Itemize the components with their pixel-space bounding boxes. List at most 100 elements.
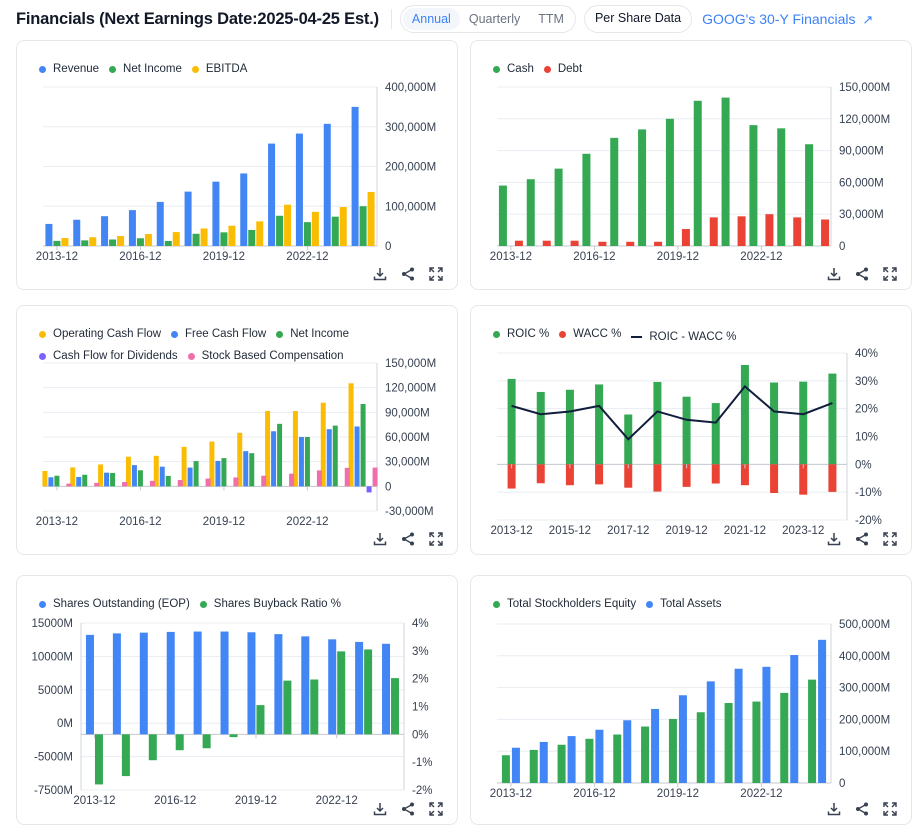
bar-total-assets-2023-12[interactable] <box>790 655 799 783</box>
bar-operating-cash-flow-2022-12[interactable] <box>292 411 298 487</box>
legend-item-free-cash-flow[interactable]: Free Cash Flow <box>171 324 266 345</box>
bar-wacc-2020-12[interactable] <box>711 464 720 484</box>
bar-net-income-2017-12[interactable] <box>165 475 171 487</box>
bar-revenue-2021-12[interactable] <box>268 143 276 246</box>
bar-debt-2014-12[interactable] <box>542 240 551 246</box>
bar-net-income-2020-12[interactable] <box>248 229 256 246</box>
bar-net-income-2024-12[interactable] <box>360 404 366 487</box>
bar-shares-outstanding-eop-2024-12[interactable] <box>382 643 391 735</box>
bar-wacc-2019-12[interactable] <box>682 464 691 487</box>
bar-shares-outstanding-eop-2019-12[interactable] <box>247 632 256 735</box>
share-icon[interactable] <box>401 802 415 816</box>
bar-operating-cash-flow-2021-12[interactable] <box>265 410 271 487</box>
bar-free-cash-flow-2021-12[interactable] <box>271 431 277 487</box>
bar-total-stockholders-equity-2015-12[interactable] <box>557 744 566 783</box>
bar-total-assets-2020-12[interactable] <box>706 681 715 783</box>
bar-free-cash-flow-2019-12[interactable] <box>215 460 221 487</box>
bar-operating-cash-flow-2024-12[interactable] <box>348 383 354 487</box>
bar-debt-2021-12[interactable] <box>737 216 746 246</box>
bar-roic-2013-12[interactable] <box>507 378 516 465</box>
bar-net-income-2021-12[interactable] <box>277 423 283 487</box>
bar-net-income-2019-12[interactable] <box>221 458 227 487</box>
bar-roic-2016-12[interactable] <box>595 384 604 465</box>
bar-wacc-2013-12[interactable] <box>507 464 516 489</box>
bar-ebitda-2014-12[interactable] <box>89 237 97 246</box>
bar-shares-buyback-ratio-2020-12[interactable] <box>283 680 292 735</box>
bar-total-assets-2016-12[interactable] <box>595 729 604 783</box>
bar-free-cash-flow-2015-12[interactable] <box>104 472 110 487</box>
bar-net-income-2016-12[interactable] <box>137 470 143 487</box>
bar-roic-2014-12[interactable] <box>536 391 545 465</box>
bar-net-income-2022-12[interactable] <box>304 437 310 487</box>
legend-item-cash[interactable]: Cash <box>493 59 534 80</box>
bar-revenue-2023-12[interactable] <box>323 123 331 246</box>
bar-operating-cash-flow-2017-12[interactable] <box>153 455 159 487</box>
bar-free-cash-flow-2023-12[interactable] <box>326 429 332 487</box>
bar-net-income-2019-12[interactable] <box>220 232 228 246</box>
bar-cash-2015-12[interactable] <box>554 168 563 246</box>
bar-wacc-2018-12[interactable] <box>653 464 662 492</box>
bar-revenue-2017-12[interactable] <box>156 201 164 246</box>
download-icon[interactable] <box>373 802 387 816</box>
bar-total-assets-2017-12[interactable] <box>623 720 632 783</box>
bar-revenue-2016-12[interactable] <box>128 210 136 246</box>
bar-free-cash-flow-2018-12[interactable] <box>187 467 193 487</box>
bar-shares-buyback-ratio-2019-12[interactable] <box>256 705 265 735</box>
bar-net-income-2023-12[interactable] <box>332 425 338 487</box>
bar-debt-2022-12[interactable] <box>765 214 774 246</box>
thirty-year-financials-link[interactable]: GOOG's 30-Y Financials ↗ <box>702 11 873 28</box>
bar-shares-buyback-ratio-2017-12[interactable] <box>202 734 211 749</box>
legend-item-stock-based-compensation[interactable]: Stock Based Compensation <box>187 346 344 367</box>
bar-ebitda-2015-12[interactable] <box>117 236 125 246</box>
bar-shares-buyback-ratio-2018-12[interactable] <box>229 734 238 738</box>
bar-cash-flow-for-dividends-2024-12[interactable] <box>366 486 372 493</box>
bar-shares-buyback-ratio-2015-12[interactable] <box>148 734 157 761</box>
bar-stock-based-compensation-2017-12[interactable] <box>177 480 183 487</box>
bar-cash-2018-12[interactable] <box>638 129 647 246</box>
bar-free-cash-flow-2013-12[interactable] <box>48 477 54 487</box>
bar-net-income-2021-12[interactable] <box>276 215 284 246</box>
bar-net-income-2017-12[interactable] <box>164 240 172 246</box>
bar-shares-outstanding-eop-2023-12[interactable] <box>355 641 364 735</box>
bar-ebitda-2013-12[interactable] <box>61 238 69 246</box>
bar-shares-buyback-ratio-2016-12[interactable] <box>175 734 184 751</box>
bar-ebitda-2024-12[interactable] <box>367 191 375 246</box>
bar-cash-2019-12[interactable] <box>665 118 674 246</box>
bar-revenue-2024-12[interactable] <box>351 106 359 246</box>
legend-item-net-income[interactable]: Net Income <box>109 59 182 80</box>
bar-wacc-2023-12[interactable] <box>799 464 808 495</box>
legend-item-shares-outstanding-eop[interactable]: Shares Outstanding (EOP) <box>39 594 190 615</box>
bar-stock-based-compensation-2019-12[interactable] <box>233 477 239 487</box>
bar-total-assets-2014-12[interactable] <box>539 741 548 783</box>
bar-net-income-2024-12[interactable] <box>359 206 367 246</box>
bar-free-cash-flow-2014-12[interactable] <box>76 476 82 487</box>
bar-operating-cash-flow-2019-12[interactable] <box>209 441 215 487</box>
bar-debt-2020-12[interactable] <box>709 217 718 246</box>
bar-stock-based-compensation-2022-12[interactable] <box>316 470 322 487</box>
bar-debt-2018-12[interactable] <box>654 241 663 246</box>
bar-cash-2021-12[interactable] <box>721 97 730 246</box>
bar-total-stockholders-equity-2023-12[interactable] <box>780 692 789 783</box>
bar-total-stockholders-equity-2017-12[interactable] <box>613 734 622 783</box>
legend-item-total-assets[interactable]: Total Assets <box>646 594 722 615</box>
bar-shares-outstanding-eop-2017-12[interactable] <box>193 631 202 735</box>
bar-net-income-2014-12[interactable] <box>81 240 89 246</box>
bar-roic-2024-12[interactable] <box>828 373 837 465</box>
bar-roic-2018-12[interactable] <box>653 381 662 465</box>
bar-cash-2014-12[interactable] <box>526 179 535 246</box>
bar-stock-based-compensation-2020-12[interactable] <box>261 475 267 487</box>
share-icon[interactable] <box>855 267 869 281</box>
bar-free-cash-flow-2022-12[interactable] <box>298 437 304 487</box>
bar-stock-based-compensation-2023-12[interactable] <box>344 467 350 487</box>
tab-ttm[interactable]: TTM <box>538 12 564 26</box>
bar-net-income-2015-12[interactable] <box>110 472 116 487</box>
bar-revenue-2018-12[interactable] <box>184 191 192 246</box>
bar-debt-2013-12[interactable] <box>514 240 523 246</box>
bar-stock-based-compensation-2024-12[interactable] <box>372 467 378 487</box>
bar-shares-outstanding-eop-2014-12[interactable] <box>112 633 121 735</box>
bar-cash-2020-12[interactable] <box>693 100 702 246</box>
bar-shares-outstanding-eop-2015-12[interactable] <box>139 632 148 735</box>
bar-ebitda-2021-12[interactable] <box>284 204 292 246</box>
bar-operating-cash-flow-2020-12[interactable] <box>237 432 243 487</box>
bar-shares-outstanding-eop-2021-12[interactable] <box>301 636 310 735</box>
